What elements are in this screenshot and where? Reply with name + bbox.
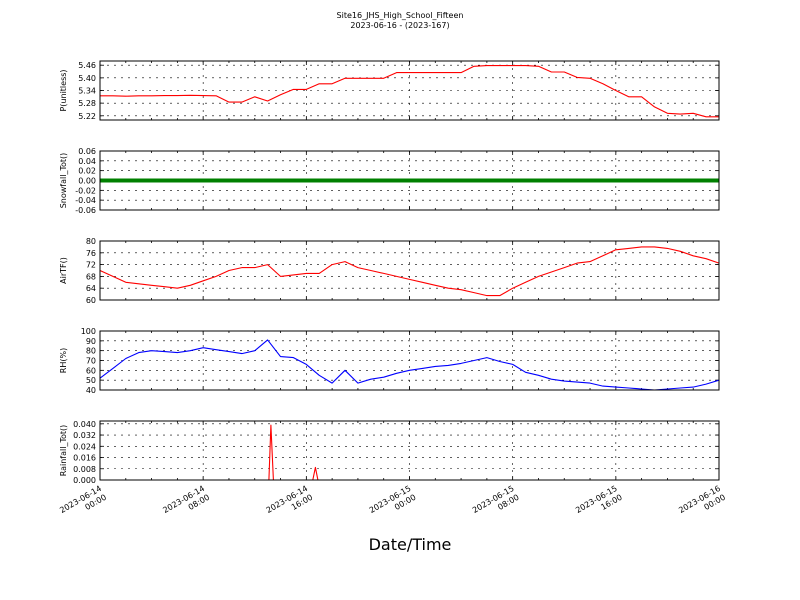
x-tick-label: 2023-06-1500:00: [368, 484, 418, 524]
y-axis-label: P(unitless): [59, 69, 68, 111]
y-tick-label: 0.040: [73, 420, 96, 429]
chart-panels: 5.225.285.345.405.46P(unitless)-0.06-0.0…: [59, 60, 720, 485]
x-tick-label: 2023-06-1508:00: [471, 484, 521, 524]
y-tick-label: 0.04: [78, 157, 96, 166]
x-tick-labels: 2023-06-1400:00 2023-06-1408:00 2023-06-14…: [58, 484, 727, 524]
y-tick-label: 100: [81, 327, 96, 336]
x-axis-label: Date/Time: [369, 535, 452, 554]
y-tick-label: 5.40: [78, 74, 96, 83]
x-tick-label: 2023-06-1416:00: [265, 484, 315, 524]
y-axis-label: RH(%): [59, 348, 68, 373]
y-tick-label: 80: [86, 347, 96, 356]
x-tick-label: 2023-06-1600:00: [677, 484, 727, 524]
y-tick-label: 0.000: [73, 476, 96, 485]
y-tick-label: 60: [86, 366, 96, 375]
y-tick-label: 5.22: [78, 112, 96, 121]
y-axis-label: Rainfall_Tot(): [59, 425, 68, 477]
y-tick-label: 40: [86, 386, 96, 395]
y-tick-label: 0.06: [78, 147, 96, 156]
y-tick-label: 90: [86, 337, 96, 346]
y-tick-label: -0.02: [75, 186, 96, 195]
series-line: [99, 246, 720, 297]
y-tick-label: 64: [86, 284, 96, 293]
axes-frame: [99, 420, 720, 481]
x-tick-label: 2023-06-1516:00: [574, 484, 624, 524]
y-tick-label: 76: [86, 249, 96, 258]
y-axis-label: AirTF(): [59, 257, 68, 284]
series-line: [100, 65, 719, 118]
y-tick-label: 0.02: [78, 167, 96, 176]
panel-0: 5.22 5.28 5.34 5.40 5.46 P(unitless): [59, 60, 720, 121]
x-tick-label: 2023-06-1400:00: [58, 484, 108, 524]
axes-frame: [99, 60, 720, 121]
y-tick-label: 60: [86, 296, 96, 305]
y-tick-label: 80: [86, 237, 96, 246]
panel-1: -0.06-0.04-0.020.000.020.040.06 Snowfall_…: [59, 147, 720, 215]
y-tick-label: -0.06: [75, 206, 96, 215]
y-tick-label: 0.008: [73, 465, 96, 474]
x-tick-label: 2023-06-1408:00: [161, 484, 211, 524]
y-tick-label: 5.34: [78, 87, 96, 96]
y-axis-label: Snowfall_Tot(): [59, 153, 68, 209]
y-tick-label: 0.024: [73, 442, 96, 451]
axes-frame: [99, 150, 720, 211]
y-tick-label: 0.032: [73, 431, 96, 440]
panel-2: 60 64 68 72 76 80 AirTF(): [59, 237, 720, 305]
y-tick-label: 5.28: [78, 99, 96, 108]
y-tick-label: 0.016: [73, 454, 96, 463]
y-tick-label: -0.04: [75, 196, 96, 205]
y-tick-label: 70: [86, 357, 96, 366]
y-tick-label: 5.46: [78, 61, 96, 70]
chart-title-line2: 2023-06-16 - (2023-167): [350, 21, 449, 30]
chart-title-line1: Site16_JHS_High_School_Fifteen: [337, 11, 464, 20]
y-tick-label: 72: [86, 261, 96, 270]
y-tick-label: 68: [86, 272, 96, 281]
axes-frame: [99, 240, 720, 301]
y-tick-label: 50: [86, 376, 96, 385]
axes-frame: [99, 330, 720, 391]
panel-4: 0.000 0.008 0.016 0.024 0.032 0.040 Rainfall_T…: [59, 420, 720, 485]
y-tick-label: 0.00: [78, 177, 96, 186]
series-line: [99, 339, 720, 391]
